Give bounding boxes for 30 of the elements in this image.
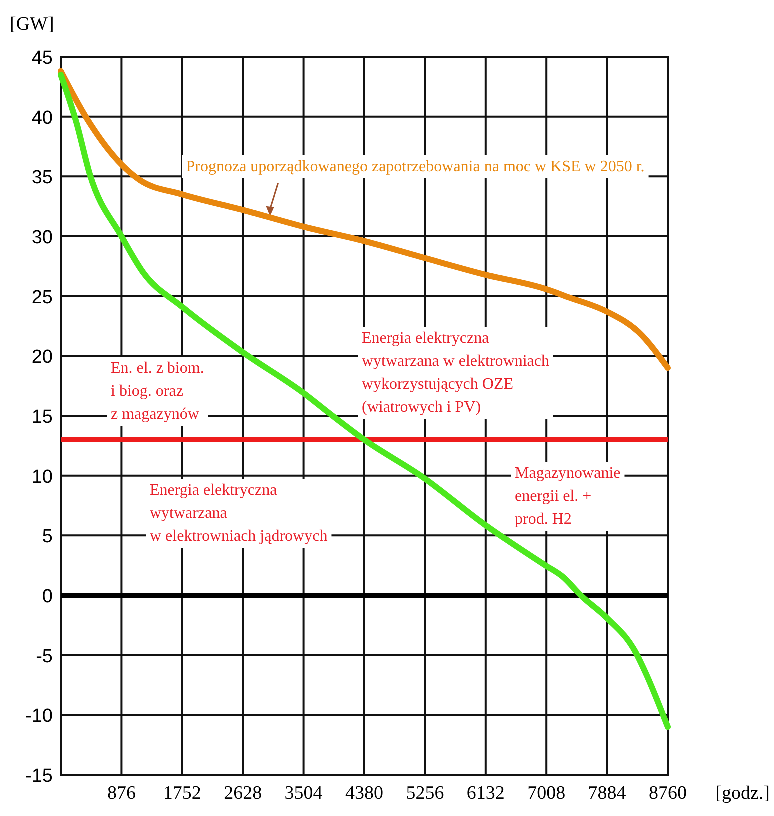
y-tick-label: 35 xyxy=(32,168,53,189)
y-tick-label: 20 xyxy=(32,347,53,368)
y-tick-label: 15 xyxy=(32,407,53,428)
y-tick-label: 45 xyxy=(32,48,53,69)
y-tick-label: -15 xyxy=(26,766,53,787)
x-tick-label: 7008 xyxy=(528,783,566,804)
y-tick-label: -10 xyxy=(26,706,53,728)
annotation: En. el. z biom. i biog. oraz z magazynów xyxy=(111,360,204,423)
x-tick-label: 1752 xyxy=(163,783,202,804)
x-axis-title: [godz.] xyxy=(716,783,770,804)
y-tick-label: 0 xyxy=(42,586,53,608)
x-tick-label: 5256 xyxy=(406,783,444,804)
x-tick-label: 7884 xyxy=(588,783,627,804)
y-tick-label: 5 xyxy=(42,526,53,548)
annotation: Prognoza uporządkowanego zapotrzebowania na moc w KSE w 2050 r. xyxy=(186,158,645,176)
annotation: Magazynowanie energii el. + prod. H2 xyxy=(515,465,621,528)
y-tick-label: 40 xyxy=(32,108,53,129)
y-tick-label: 10 xyxy=(32,466,53,488)
x-tick-label: 8760 xyxy=(649,783,687,804)
x-tick-label: 6132 xyxy=(466,783,505,804)
annotation: Energia elektryczna wytwarzana w elektrowniach wykorzystujących OZE (wiatrowych i PV) xyxy=(362,330,550,416)
y-tick-label: 30 xyxy=(32,228,53,248)
y-tick-label: 25 xyxy=(32,287,53,308)
x-tick-label: 876 xyxy=(107,783,136,804)
y-axis-title: [GW] xyxy=(10,14,54,35)
x-tick-label: 2628 xyxy=(224,783,262,804)
y-tick-label: -5 xyxy=(36,646,53,668)
x-tick-label: 3504 xyxy=(284,783,324,804)
x-tick-label: 4380 xyxy=(346,783,384,804)
annotation: Energia elektryczna wytwarzana w elektrowniach jądrowych xyxy=(150,482,328,545)
